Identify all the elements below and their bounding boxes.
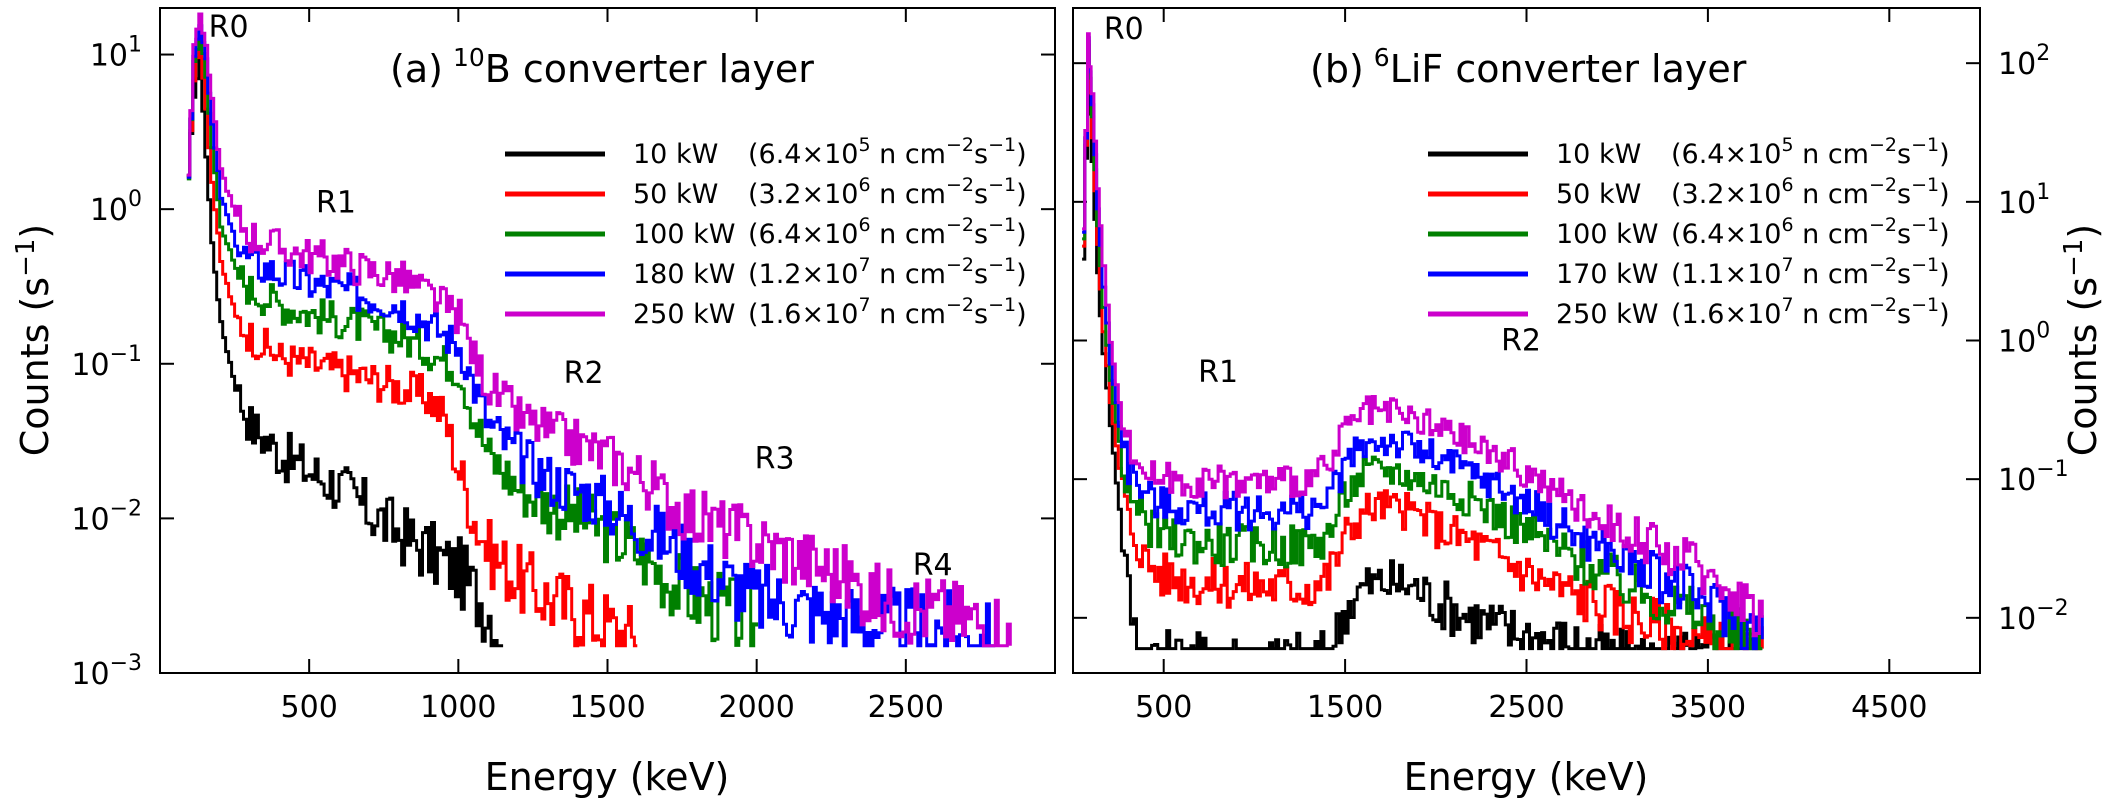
region-label: R1 — [316, 186, 356, 221]
region-label: R2 — [564, 356, 604, 391]
y-tick-label: 100 — [1998, 319, 2050, 360]
legend-series-name: 250 kW — [1556, 299, 1658, 330]
x-tick-label: 4500 — [1851, 690, 1927, 725]
y-tick-label: 101 — [1998, 180, 2050, 221]
region-label: R1 — [1198, 355, 1238, 390]
series-a — [186, 12, 1012, 648]
y-tick-label: 100 — [90, 187, 142, 228]
annotations-b: R0 R1 R2 — [1104, 12, 1541, 390]
region-label: R0 — [209, 10, 249, 45]
legend-series-name: 250 kW — [633, 299, 735, 330]
x-tick-label: 500 — [281, 690, 338, 725]
legend-a: 10 kW (6.4×105 n cm−2s−1) 50 kW (3.2×106 n … — [505, 134, 1027, 330]
legend-series-name: 100 kW — [1556, 219, 1658, 250]
ticks-a: 500 1000 1500 2000 2500 10−3 10−2 10−1 100 101 — [71, 8, 1055, 725]
x-tick-label: 2500 — [868, 690, 944, 725]
legend-flux-label: (1.1×107 n cm−2s−1) — [1671, 254, 1950, 290]
y-axis-label-b: Counts (s−1) — [2059, 224, 2105, 457]
y-axis-label-a: Counts (s−1) — [11, 224, 57, 457]
y-tick-label: 10−1 — [71, 342, 142, 383]
y-tick-label: 101 — [90, 33, 142, 74]
legend-flux-label: (6.4×105 n cm−2s−1) — [1671, 134, 1950, 170]
region-label: R3 — [755, 442, 795, 477]
x-tick-label: 2500 — [1488, 690, 1564, 725]
x-axis-label-b: Energy (keV) — [1404, 755, 1649, 799]
x-tick-label: 1000 — [420, 690, 496, 725]
legend-series-name: 10 kW — [1556, 139, 1641, 170]
legend-series-name: 180 kW — [633, 259, 735, 290]
series-line-100-kw — [1082, 39, 1763, 651]
region-label: R0 — [1104, 12, 1144, 47]
legend-flux-label: (1.6×107 n cm−2s−1) — [1671, 294, 1950, 330]
series-line-250-kw — [1082, 32, 1764, 638]
y-tick-label: 10−1 — [1998, 457, 2069, 498]
x-tick-label: 2000 — [718, 690, 794, 725]
legend-series-name: 50 kW — [1556, 179, 1641, 210]
legend-b: 10 kW (6.4×105 n cm−2s−1) 50 kW (3.2×106 n … — [1428, 134, 1950, 330]
region-label: R4 — [913, 548, 953, 583]
legend-flux-label: (6.4×106 n cm−2s−1) — [1671, 214, 1950, 250]
series-line-250-kw — [186, 12, 1012, 648]
panel-a: 500 1000 1500 2000 2500 10−3 10−2 10−1 100 101 R0… — [11, 7, 1056, 799]
legend-flux-label: (6.4×105 n cm−2s−1) — [748, 134, 1027, 170]
series-line-100-kw — [186, 31, 759, 648]
x-tick-label: 1500 — [1307, 690, 1383, 725]
x-tick-label: 3500 — [1670, 690, 1746, 725]
y-tick-label: 10−2 — [71, 496, 142, 537]
legend-flux-label: (6.4×106 n cm−2s−1) — [748, 214, 1027, 250]
series-line-50-kw — [186, 40, 638, 648]
legend-series-name: 170 kW — [1556, 259, 1658, 290]
legend-flux-label: (1.6×107 n cm−2s−1) — [748, 294, 1027, 330]
series-b — [1082, 32, 1764, 651]
y-tick-label: 10−3 — [71, 651, 142, 692]
legend-series-name: 10 kW — [633, 139, 718, 170]
series-line-170-kw — [1082, 36, 1764, 651]
annotations-a: R0 R1 R2 R3 R4 — [209, 10, 953, 583]
legend-flux-label: (3.2×106 n cm−2s−1) — [748, 174, 1027, 210]
series-line-180-kw — [186, 24, 996, 648]
ticks-b: 500 1500 2500 3500 4500 10−2 10−1 100 101 102 — [1073, 8, 2069, 725]
legend-flux-label: (3.2×106 n cm−2s−1) — [1671, 174, 1950, 210]
panel-title-a: (a) 10B converter layer — [390, 43, 814, 91]
panel-title-b: (b) 6LiF converter layer — [1310, 43, 1747, 91]
legend-series-name: 100 kW — [633, 219, 735, 250]
legend-flux-label: (1.2×107 n cm−2s−1) — [748, 254, 1027, 290]
series-line-10-kw — [186, 57, 504, 648]
region-label: R2 — [1501, 323, 1541, 358]
x-axis-label-a: Energy (keV) — [485, 755, 730, 799]
series-line-10-kw — [1082, 60, 1763, 651]
y-tick-label: 10−2 — [1998, 596, 2069, 637]
y-tick-label: 102 — [1998, 41, 2050, 82]
x-tick-label: 500 — [1135, 690, 1192, 725]
legend-series-name: 50 kW — [633, 179, 718, 210]
x-tick-label: 1500 — [569, 690, 645, 725]
series-line-50-kw — [1082, 43, 1764, 651]
